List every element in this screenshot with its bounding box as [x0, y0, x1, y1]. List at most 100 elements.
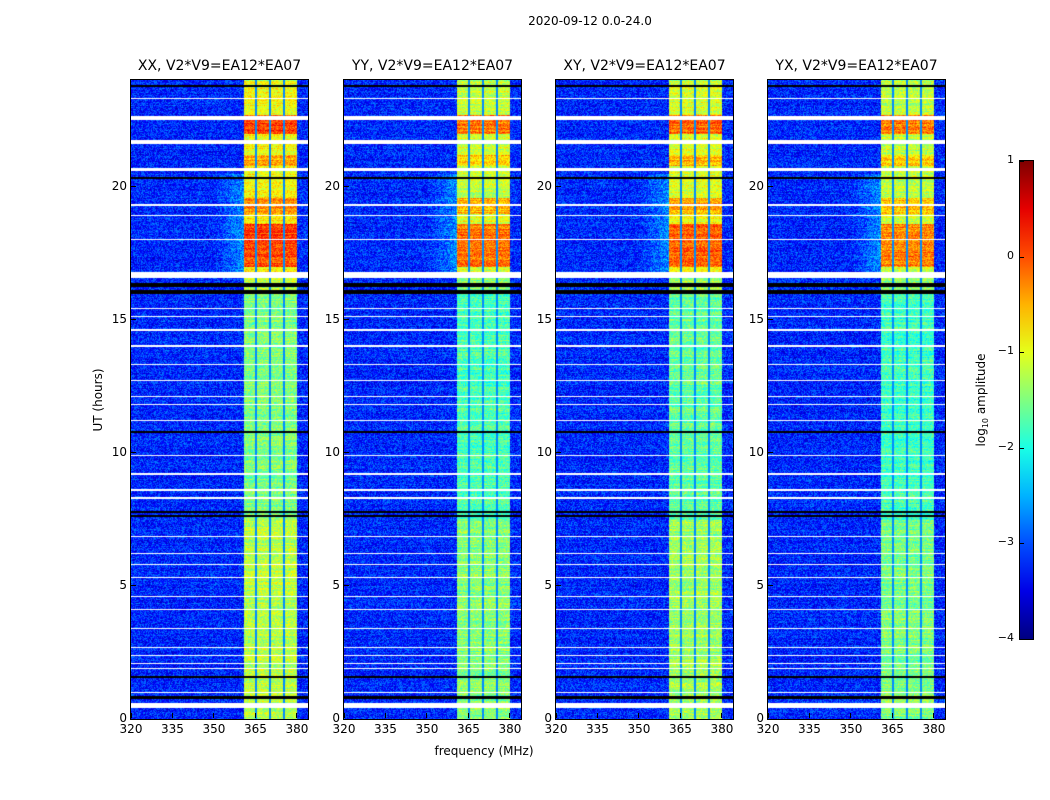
x-tick-label: 380: [498, 722, 522, 736]
y-tick: [556, 319, 561, 321]
y-tick: [344, 585, 349, 587]
spectrogram-heatmap: [556, 80, 733, 719]
y-tick-label: 15: [111, 311, 127, 326]
x-tick: [130, 713, 132, 718]
spectrogram-heatmap: [344, 80, 521, 719]
colorbar-tick: [1020, 543, 1024, 545]
y-tick: [344, 186, 349, 187]
colorbar-tick-label: −3: [997, 535, 1014, 549]
colorbar-tick: [1020, 447, 1024, 449]
y-tick-label: 10: [111, 444, 127, 459]
x-tick: [343, 713, 345, 718]
x-tick-label: 335: [161, 722, 184, 736]
x-tick-label: 380: [922, 722, 946, 736]
spectrogram-heatmap: [131, 80, 308, 719]
x-tick-label: 365: [881, 722, 904, 736]
x-tick-label: 380: [710, 722, 734, 736]
x-tick: [933, 713, 935, 718]
x-tick-label: 350: [202, 722, 226, 736]
x-tick: [213, 713, 215, 718]
panel-xx: XX, V2*V9=EA12*EA07 320 335 350 365 380 0 5 10 15…: [112, 58, 309, 736]
y-tick-label: 10: [748, 444, 764, 459]
y-tick: [556, 452, 561, 454]
x-tick-label: 320: [544, 722, 568, 736]
colorbar-tick: [1020, 639, 1024, 640]
x-tick: [721, 713, 723, 718]
x-tick: [467, 713, 469, 718]
y-tick-label: 0: [332, 711, 340, 725]
y-tick: [768, 452, 773, 454]
x-tick-label: 335: [798, 722, 821, 736]
y-tick: [556, 186, 561, 187]
x-tick: [596, 713, 598, 718]
spectrogram-heatmap: [768, 80, 945, 719]
colorbar-tick-label: −2: [997, 439, 1014, 453]
y-tick-label: 0: [544, 711, 552, 725]
y-tick: [768, 319, 773, 321]
x-tick: [555, 713, 557, 718]
colorbar-tick-label: 0: [1007, 248, 1014, 262]
x-tick: [679, 713, 681, 718]
y-tick-label: 20: [324, 178, 340, 193]
x-tick-label: 320: [332, 722, 356, 736]
colorbar-tick-label: −1: [997, 344, 1014, 358]
colorbar-tick-label: −4: [997, 631, 1014, 644]
x-tick: [426, 713, 428, 718]
y-tick-label: 0: [119, 711, 127, 725]
x-tick: [850, 713, 852, 718]
x-tick: [891, 713, 893, 718]
y-tick-label: 20: [111, 178, 127, 193]
x-tick-label: 380: [285, 722, 309, 736]
colorbar: 1 0 −1 −2 −3 −4: [998, 153, 1034, 644]
y-tick: [131, 319, 136, 321]
y-tick-label: 5: [544, 577, 552, 592]
panel-title: XY, V2*V9=EA12*EA07: [563, 58, 726, 74]
y-tick-label: 15: [748, 311, 764, 326]
colorbar-tick: [1020, 161, 1024, 162]
y-tick-label: 10: [536, 444, 552, 459]
panel-yx: YX, V2*V9=EA12*EA07 320 335 350 365 380 0 5 10 15…: [749, 58, 946, 736]
y-tick-label: 15: [536, 311, 552, 326]
y-tick: [556, 718, 561, 720]
y-tick-label: 20: [748, 178, 764, 193]
y-tick: [344, 452, 349, 454]
x-tick: [171, 713, 173, 718]
x-tick-label: 365: [457, 722, 480, 736]
y-tick-label: 5: [756, 577, 764, 592]
x-tick-label: 350: [627, 722, 651, 736]
y-tick-label: 5: [332, 577, 340, 592]
y-tick: [131, 718, 136, 720]
y-tick: [344, 319, 349, 321]
panel-title: XX, V2*V9=EA12*EA07: [137, 58, 302, 74]
y-tick: [131, 452, 136, 454]
x-tick: [384, 713, 386, 718]
y-tick: [556, 585, 561, 587]
colorbar-tick-label: 1: [1007, 153, 1014, 166]
y-tick: [768, 585, 773, 587]
colorbar-tick: [1020, 352, 1024, 354]
y-tick-label: 0: [756, 711, 764, 725]
colorbar-tick: [1020, 256, 1024, 258]
y-tick: [131, 585, 136, 587]
y-tick-label: 10: [324, 444, 340, 459]
x-tick-label: 365: [244, 722, 267, 736]
x-tick: [767, 713, 769, 718]
x-tick: [638, 713, 640, 718]
colorbar-label: log10 amplitude: [973, 353, 991, 447]
x-tick-label: 335: [374, 722, 397, 736]
figure-title: 2020-09-12 0.0-24.0: [528, 14, 652, 28]
x-tick-label: 320: [756, 722, 780, 736]
y-axis-label: UT (hours): [91, 368, 105, 432]
x-tick: [808, 713, 810, 718]
x-tick: [254, 713, 256, 718]
y-tick: [344, 718, 349, 720]
y-tick-label: 15: [324, 311, 340, 326]
y-tick-label: 20: [536, 178, 552, 193]
x-tick-label: 350: [839, 722, 863, 736]
x-tick: [509, 713, 511, 718]
x-tick-label: 335: [586, 722, 609, 736]
y-tick: [768, 186, 773, 187]
panel-title: YX, V2*V9=EA12*EA07: [775, 58, 938, 74]
x-axis-label: frequency (MHz): [434, 744, 534, 758]
